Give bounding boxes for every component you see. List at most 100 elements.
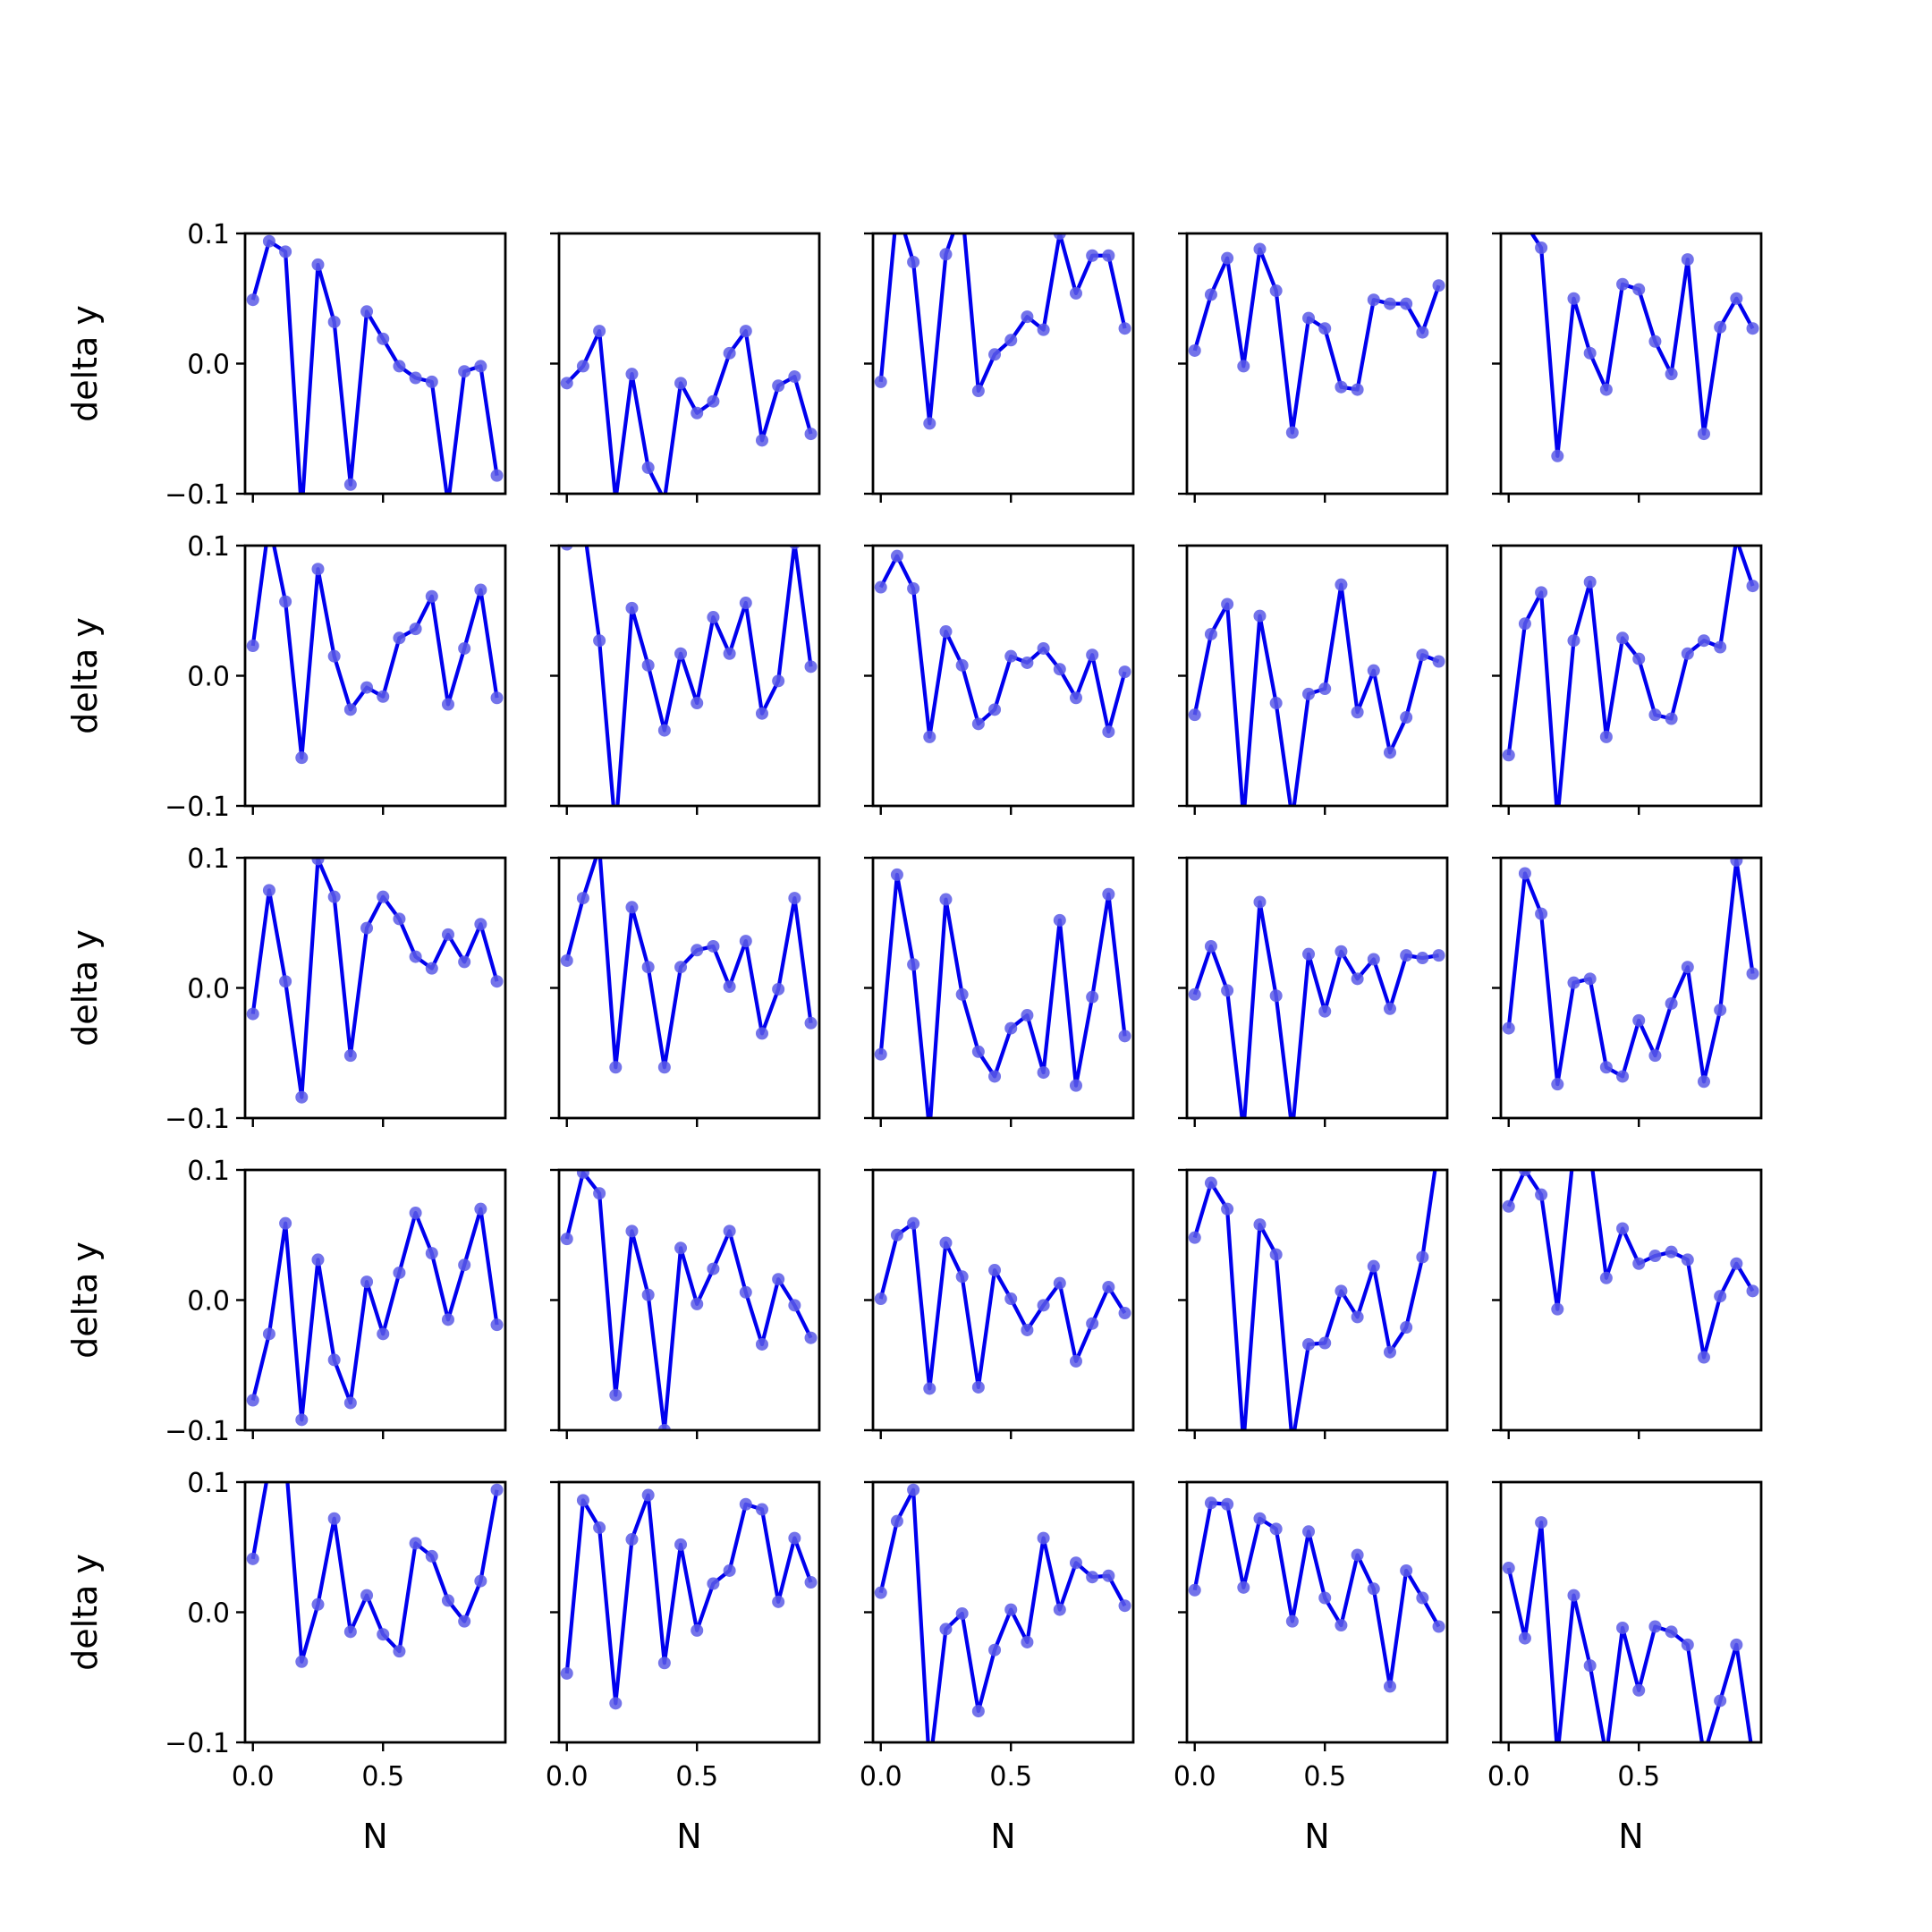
data-point <box>1188 708 1201 722</box>
data-point <box>1616 1621 1630 1634</box>
data-point <box>772 982 785 996</box>
data-point <box>755 1027 768 1040</box>
x-axis-label: N <box>676 1817 701 1856</box>
y-tick-label: −0.1 <box>165 792 230 823</box>
data-point <box>1730 858 1743 867</box>
data-point <box>327 1353 341 1367</box>
data-point <box>458 955 471 969</box>
data-point <box>874 1586 887 1599</box>
data-point <box>1069 691 1082 705</box>
data-point <box>1730 1638 1743 1651</box>
data-point <box>625 1533 639 1546</box>
data-point <box>723 980 736 994</box>
data-point <box>1518 1170 1531 1176</box>
data-point <box>641 1288 655 1301</box>
data-point <box>1037 641 1050 655</box>
data-point <box>441 928 454 941</box>
y-tick-label: 0.1 <box>187 843 230 875</box>
data-point <box>874 375 887 388</box>
data-point <box>1535 586 1548 599</box>
data-point <box>393 360 406 373</box>
data-point <box>1221 251 1234 265</box>
data-point <box>474 918 487 931</box>
y-tick-label: −0.1 <box>165 1416 230 1447</box>
data-point <box>458 641 471 655</box>
data-point <box>955 658 969 672</box>
data-point <box>279 975 292 988</box>
data-point <box>1697 428 1710 441</box>
data-point <box>1632 283 1646 296</box>
series-line <box>878 233 1127 426</box>
data-point <box>1400 711 1413 724</box>
data-point <box>393 1266 406 1279</box>
data-point <box>1616 631 1630 645</box>
data-point <box>804 660 818 674</box>
data-point <box>458 365 471 378</box>
data-point <box>1535 1516 1548 1530</box>
data-point <box>1269 1522 1283 1536</box>
data-point <box>1318 322 1332 335</box>
data-point <box>1086 648 1099 662</box>
data-point <box>1583 1659 1597 1673</box>
data-point <box>593 1187 606 1200</box>
data-point <box>804 1576 818 1589</box>
subplot-1-4 <box>1178 232 1449 503</box>
data-point <box>1681 1253 1694 1267</box>
data-point <box>1351 1310 1364 1324</box>
data-point <box>1253 895 1267 909</box>
data-point <box>1697 1075 1710 1089</box>
data-point <box>1037 323 1050 336</box>
data-point <box>971 717 985 731</box>
data-point <box>1069 286 1082 300</box>
series-line <box>564 1170 813 1430</box>
data-point <box>409 371 422 385</box>
data-point <box>409 623 422 636</box>
data-point <box>657 1657 671 1670</box>
y-tick-label: 0.0 <box>187 1286 230 1318</box>
subplot-3-5 <box>1492 856 1763 1127</box>
data-point <box>576 360 589 373</box>
data-point <box>1086 249 1099 262</box>
data-point <box>1697 1351 1710 1364</box>
data-point <box>907 1216 920 1230</box>
y-tick-label: −0.1 <box>165 1728 230 1759</box>
data-point <box>279 245 292 258</box>
subplot-1-2 <box>550 232 821 503</box>
data-point <box>1351 972 1364 986</box>
data-point <box>988 703 1002 716</box>
data-point <box>1204 627 1217 640</box>
data-point <box>788 1531 801 1545</box>
data-point <box>907 256 920 269</box>
data-point <box>1102 249 1115 262</box>
data-point <box>576 1494 589 1507</box>
data-point <box>1069 1079 1082 1092</box>
data-point <box>490 691 504 705</box>
data-point <box>1599 383 1613 396</box>
data-point <box>955 1606 969 1620</box>
data-point <box>707 394 720 408</box>
data-point <box>1102 887 1115 901</box>
data-point <box>1746 1284 1759 1298</box>
data-point <box>1416 1250 1429 1264</box>
subplot-2-4 <box>1178 544 1449 815</box>
series-line <box>564 858 813 1070</box>
data-point <box>641 461 655 474</box>
data-point <box>377 890 390 903</box>
data-point <box>691 944 704 957</box>
x-axis-label: N <box>1304 1817 1329 1856</box>
data-point <box>1416 952 1429 965</box>
data-point <box>1632 1683 1646 1697</box>
data-point <box>1665 1245 1678 1258</box>
data-point <box>593 634 606 648</box>
data-point <box>1648 1049 1662 1063</box>
data-point <box>425 962 438 975</box>
data-point <box>907 582 920 596</box>
data-point <box>723 1224 736 1238</box>
series-line <box>878 1487 1127 1742</box>
series-line <box>1192 1501 1441 1689</box>
data-point <box>1221 597 1234 611</box>
data-point <box>1502 1562 1515 1575</box>
series-line <box>1192 1170 1437 1430</box>
data-point <box>1567 634 1580 648</box>
